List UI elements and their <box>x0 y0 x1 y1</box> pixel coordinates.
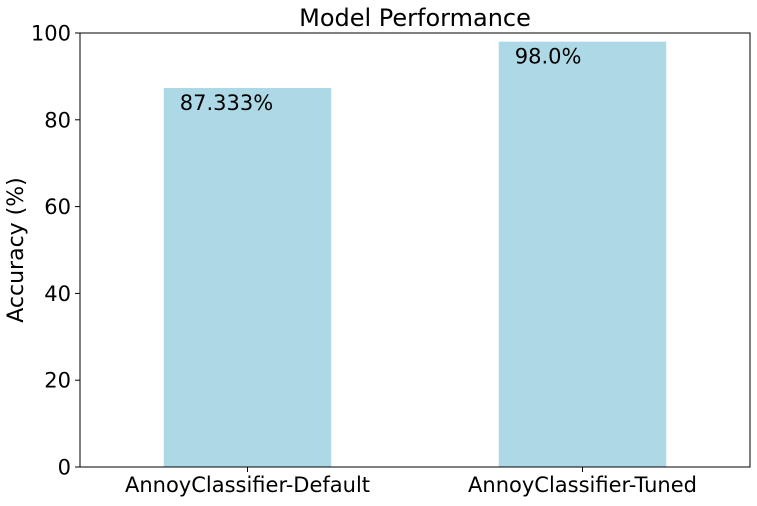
x-tick-label: AnnoyClassifier-Tuned <box>468 473 697 497</box>
bars-layer <box>163 41 667 468</box>
plot-frame <box>79 32 751 468</box>
bar-1 <box>163 87 332 467</box>
y-axis-ticks: 0 20 40 60 80 100 <box>31 22 80 480</box>
y-tick-label: 40 <box>44 282 71 306</box>
y-tick-label: 0 <box>58 456 71 480</box>
bar-2 <box>498 41 667 468</box>
y-tick-label: 100 <box>31 22 71 46</box>
chart-title: Model Performance <box>299 4 531 32</box>
y-tick-label: 60 <box>44 195 71 219</box>
data-label-1: 87.333% <box>180 91 273 115</box>
x-tick-label: AnnoyClassifier-Default <box>125 473 370 497</box>
y-tick-label: 20 <box>44 369 71 393</box>
data-label-2: 98.0% <box>515 45 582 69</box>
y-axis-label: Accuracy (%) <box>4 177 29 323</box>
x-axis-ticks: AnnoyClassifier-Default AnnoyClassifier-T… <box>125 467 697 497</box>
data-labels-layer: 87.333% 98.0% <box>180 45 582 115</box>
y-tick-label: 80 <box>44 108 71 132</box>
